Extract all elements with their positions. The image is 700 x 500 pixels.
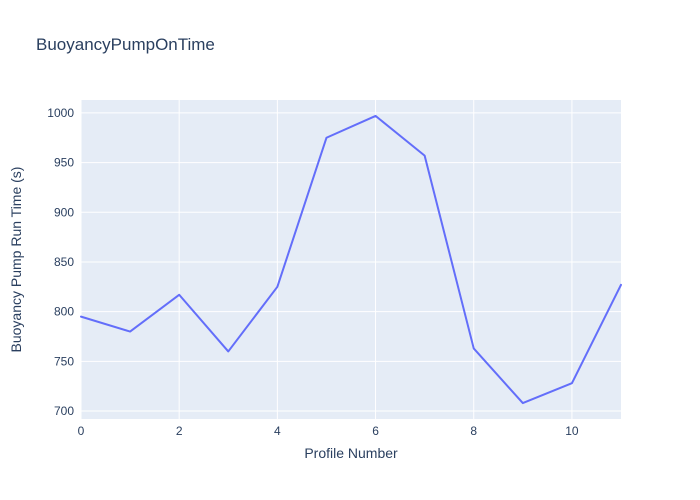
y-tick-label: 750 [54,354,74,368]
y-tick-label: 950 [54,156,74,170]
x-axis-title: Profile Number [304,445,398,461]
plot-area[interactable] [81,100,621,419]
x-tick-label: 10 [565,424,579,438]
y-axis-tick-labels: 700 750 800 850 900 950 1000 [47,106,74,418]
chart-title: BuoyancyPumpOnTime [36,35,215,54]
y-tick-label: 800 [54,305,74,319]
gridlines [80,100,621,419]
x-axis-tick-labels: 0 2 4 6 8 10 [78,424,579,438]
line-series [80,114,622,405]
y-tick-label: 700 [54,404,74,418]
y-axis-title: Buoyancy Pump Run Time (s) [8,167,24,353]
y-tick-label: 1000 [47,106,74,120]
x-tick-label: 2 [176,424,183,438]
y-tick-label: 900 [54,205,74,219]
x-tick-label: 8 [470,424,477,438]
x-tick-label: 6 [372,424,379,438]
x-tick-label: 4 [274,424,281,438]
y-tick-label: 850 [54,255,74,269]
x-tick-label: 0 [78,424,85,438]
